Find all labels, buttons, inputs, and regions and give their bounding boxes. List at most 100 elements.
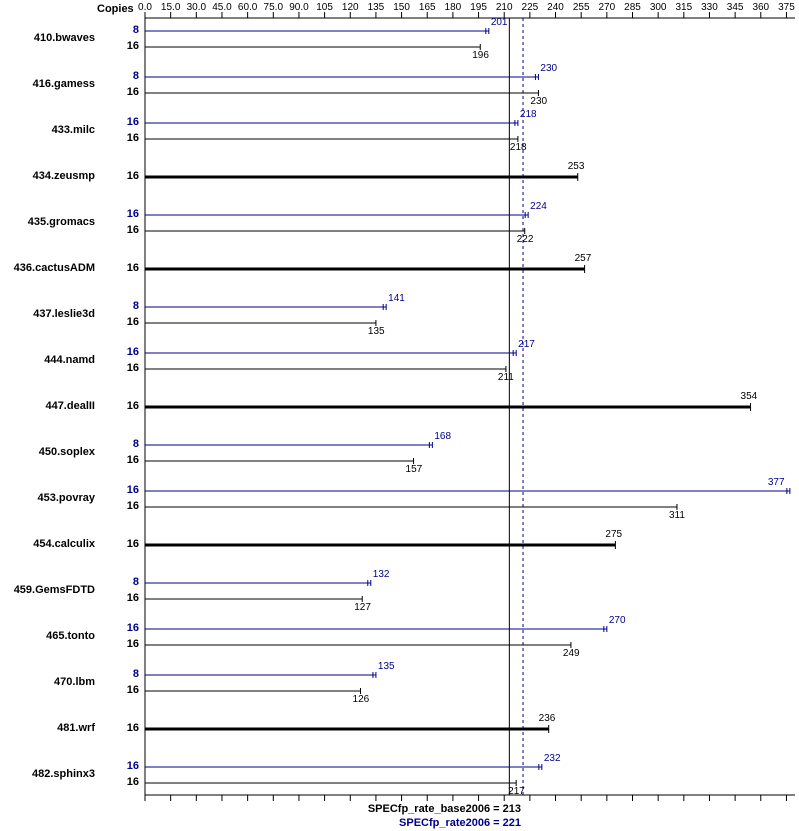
copies-peak: 8 [103, 438, 139, 450]
svg-text:270: 270 [598, 2, 615, 13]
value-base: 157 [406, 464, 423, 475]
value-base: 211 [498, 372, 514, 383]
benchmark-label: 481.wrf [0, 722, 95, 734]
value-base: 217 [508, 786, 525, 797]
svg-text:120: 120 [342, 2, 359, 13]
value-base: 196 [472, 50, 489, 61]
copies-peak: 8 [103, 668, 139, 680]
copies-peak: 16 [103, 346, 139, 358]
benchmark-label: 454.calculix [0, 538, 95, 550]
benchmark-label: 465.tonto [0, 630, 95, 642]
summary-base: SPECfp_rate_base2006 = 213 [0, 803, 521, 815]
svg-text:75.0: 75.0 [264, 2, 284, 13]
copies-base: 16 [103, 316, 139, 328]
svg-text:165: 165 [419, 2, 436, 13]
benchmark-label: 433.milc [0, 124, 95, 136]
value-base: 127 [354, 602, 371, 613]
benchmark-label: 453.povray [0, 492, 95, 504]
copies-base: 16 [103, 40, 139, 52]
value-peak: 218 [520, 109, 537, 120]
value-peak: 141 [388, 293, 405, 304]
svg-text:330: 330 [701, 2, 718, 13]
copies-base: 16 [103, 132, 139, 144]
svg-text:135: 135 [368, 2, 385, 13]
value-base: 249 [563, 648, 580, 659]
svg-text:210: 210 [496, 2, 513, 13]
svg-text:180: 180 [445, 2, 462, 13]
svg-text:300: 300 [650, 2, 667, 13]
benchmark-label: 435.gromacs [0, 216, 95, 228]
benchmark-label: 444.namd [0, 354, 95, 366]
benchmark-label: 434.zeusmp [0, 170, 95, 182]
value-base: 354 [741, 391, 758, 402]
svg-text:90.0: 90.0 [289, 2, 309, 13]
svg-text:285: 285 [624, 2, 641, 13]
svg-text:255: 255 [573, 2, 590, 13]
copies-peak: 16 [103, 484, 139, 496]
svg-text:315: 315 [675, 2, 692, 13]
copies-peak: 16 [103, 116, 139, 128]
copies-base: 16 [103, 500, 139, 512]
value-peak: 201 [491, 17, 508, 28]
benchmark-label: 470.lbm [0, 676, 95, 688]
benchmark-label: 416.gamess [0, 78, 95, 90]
value-peak: 377 [768, 477, 785, 488]
value-base: 275 [605, 529, 622, 540]
svg-text:30.0: 30.0 [187, 2, 207, 13]
value-peak: 232 [544, 753, 561, 764]
copies-peak: 8 [103, 576, 139, 588]
copies-peak: 8 [103, 300, 139, 312]
copies-base: 16 [103, 362, 139, 374]
value-peak: 270 [609, 615, 626, 626]
benchmark-label: 447.dealII [0, 400, 95, 412]
copies-base: 16 [103, 722, 139, 734]
copies-peak: 8 [103, 70, 139, 82]
copies-peak: 16 [103, 760, 139, 772]
value-base: 236 [539, 713, 556, 724]
svg-text:240: 240 [547, 2, 564, 13]
copies-base: 16 [103, 170, 139, 182]
copies-base: 16 [103, 224, 139, 236]
copies-base: 16 [103, 684, 139, 696]
svg-text:60.0: 60.0 [238, 2, 258, 13]
value-peak: 132 [373, 569, 390, 580]
svg-text:360: 360 [752, 2, 769, 13]
summary-peak: SPECfp_rate2006 = 221 [0, 817, 521, 829]
value-peak: 168 [434, 431, 451, 442]
copies-base: 16 [103, 262, 139, 274]
svg-text:150: 150 [393, 2, 410, 13]
svg-text:45.0: 45.0 [212, 2, 232, 13]
copies-base: 16 [103, 776, 139, 788]
value-base: 253 [568, 161, 585, 172]
copies-peak: 8 [103, 24, 139, 36]
copies-header: Copies [97, 3, 134, 15]
spec-rate-chart: 0.015.030.045.060.075.090.01051201351501… [0, 0, 799, 831]
value-base: 230 [530, 96, 547, 107]
value-peak: 224 [530, 201, 547, 212]
svg-text:375: 375 [778, 2, 795, 13]
copies-peak: 16 [103, 208, 139, 220]
benchmark-label: 482.sphinx3 [0, 768, 95, 780]
benchmark-label: 410.bwaves [0, 32, 95, 44]
svg-text:225: 225 [522, 2, 539, 13]
svg-text:15.0: 15.0 [161, 2, 181, 13]
copies-base: 16 [103, 592, 139, 604]
copies-base: 16 [103, 638, 139, 650]
copies-base: 16 [103, 400, 139, 412]
benchmark-label: 436.cactusADM [0, 262, 95, 274]
value-peak: 135 [378, 661, 395, 672]
value-base: 222 [517, 234, 534, 245]
value-base: 135 [368, 326, 385, 337]
svg-text:105: 105 [316, 2, 333, 13]
copies-base: 16 [103, 454, 139, 466]
value-base: 257 [575, 253, 592, 264]
svg-text:195: 195 [470, 2, 487, 13]
value-base: 126 [353, 694, 370, 705]
value-base: 218 [510, 142, 527, 153]
svg-text:345: 345 [727, 2, 744, 13]
value-base: 311 [669, 510, 685, 521]
benchmark-label: 437.leslie3d [0, 308, 95, 320]
value-peak: 217 [518, 339, 535, 350]
benchmark-label: 450.soplex [0, 446, 95, 458]
copies-peak: 16 [103, 622, 139, 634]
